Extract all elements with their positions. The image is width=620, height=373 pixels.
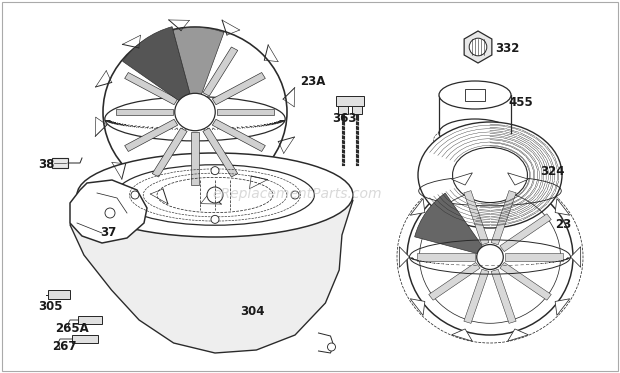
Polygon shape (153, 47, 187, 96)
Text: 37: 37 (100, 226, 117, 239)
Text: eReplacementParts.com: eReplacementParts.com (213, 187, 383, 201)
Text: 363: 363 (332, 112, 356, 125)
Polygon shape (570, 247, 581, 267)
Polygon shape (70, 180, 147, 243)
Text: 455: 455 (508, 96, 533, 109)
Polygon shape (491, 191, 516, 245)
Circle shape (105, 208, 115, 218)
Circle shape (131, 191, 139, 199)
Text: 38: 38 (38, 158, 55, 171)
Polygon shape (192, 39, 198, 92)
Polygon shape (505, 254, 563, 260)
Ellipse shape (418, 122, 562, 228)
Ellipse shape (439, 119, 511, 147)
Text: 324: 324 (540, 165, 564, 178)
Polygon shape (203, 47, 237, 96)
Polygon shape (428, 214, 480, 251)
Polygon shape (70, 200, 353, 353)
FancyBboxPatch shape (72, 335, 98, 343)
Polygon shape (203, 128, 237, 177)
Polygon shape (464, 191, 489, 245)
Polygon shape (500, 214, 551, 251)
Polygon shape (464, 269, 489, 323)
Circle shape (207, 187, 223, 203)
Polygon shape (399, 247, 409, 267)
Ellipse shape (116, 165, 314, 225)
Polygon shape (451, 329, 472, 341)
Polygon shape (153, 128, 187, 177)
Polygon shape (508, 173, 528, 185)
Ellipse shape (175, 93, 215, 131)
Polygon shape (464, 31, 492, 63)
Ellipse shape (407, 179, 573, 335)
Ellipse shape (103, 27, 287, 197)
Ellipse shape (453, 147, 528, 203)
Polygon shape (410, 198, 425, 215)
FancyBboxPatch shape (52, 158, 68, 168)
Wedge shape (415, 193, 490, 257)
Polygon shape (555, 299, 570, 316)
Ellipse shape (77, 153, 353, 237)
Circle shape (469, 38, 487, 56)
Polygon shape (125, 119, 178, 151)
FancyBboxPatch shape (48, 290, 70, 299)
Polygon shape (125, 72, 178, 105)
FancyBboxPatch shape (465, 89, 485, 101)
Polygon shape (451, 173, 472, 185)
Polygon shape (428, 263, 480, 300)
Text: 267: 267 (52, 340, 76, 353)
Polygon shape (212, 119, 265, 151)
Wedge shape (123, 27, 195, 112)
Text: 332: 332 (495, 42, 520, 55)
FancyBboxPatch shape (352, 104, 362, 114)
Circle shape (327, 343, 335, 351)
Polygon shape (491, 269, 516, 323)
Ellipse shape (439, 81, 511, 109)
Polygon shape (500, 263, 551, 300)
Text: 23A: 23A (300, 75, 326, 88)
Text: 304: 304 (240, 305, 265, 318)
Text: 265A: 265A (55, 322, 89, 335)
FancyBboxPatch shape (78, 316, 102, 324)
FancyBboxPatch shape (338, 104, 348, 114)
Circle shape (211, 167, 219, 175)
Circle shape (291, 191, 299, 199)
Ellipse shape (477, 245, 503, 269)
Ellipse shape (105, 97, 285, 141)
Polygon shape (116, 109, 173, 115)
Wedge shape (173, 27, 224, 112)
Polygon shape (212, 72, 265, 105)
Polygon shape (555, 198, 570, 215)
Polygon shape (508, 329, 528, 341)
FancyBboxPatch shape (336, 96, 364, 106)
Polygon shape (192, 132, 198, 185)
Text: 23: 23 (555, 218, 571, 231)
Polygon shape (217, 109, 274, 115)
Text: 305: 305 (38, 300, 63, 313)
Circle shape (211, 215, 219, 223)
Polygon shape (410, 299, 425, 316)
Polygon shape (417, 254, 475, 260)
